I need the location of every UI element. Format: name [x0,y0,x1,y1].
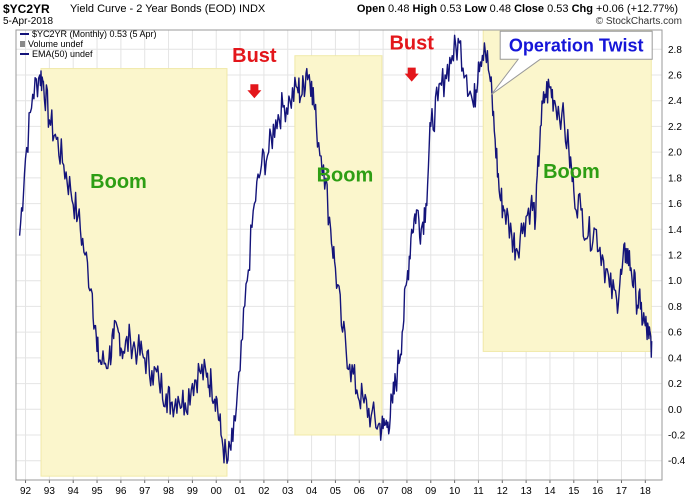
bust-label: Bust [389,32,434,54]
plot-frame [15,29,663,481]
y-tick-label: 1.2 [668,251,682,262]
y-tick-label: 0.6 [668,328,682,339]
legend-volume: Volume undef [20,39,157,49]
x-tick-label: 10 [449,486,461,497]
x-tick-label: 09 [425,486,437,497]
annotations: Boom Boom Boom Bust Bust Operation Twist [90,30,653,193]
x-tick-label: 02 [258,486,270,497]
y-tick-label: 1.6 [668,199,682,210]
x-tick-label: 96 [115,486,127,497]
legend-volume-label: Volume undef [28,39,84,49]
x-tick-label: 13 [521,486,533,497]
boom-label: Boom [90,171,147,193]
low-value: 0.48 [489,3,512,15]
x-tick-label: 12 [497,486,509,497]
close-label: Close [514,3,545,15]
exchange-label: INDX [238,3,266,15]
x-tick-label: 05 [330,486,342,497]
chart-description: Yield Curve - 2 Year Bonds (EOD) INDX [70,3,265,15]
low-label: Low [464,3,487,15]
y-tick-label: 2.6 [668,71,682,82]
legend-price: $YC2YR (Monthly) 0.53 (5 Apr) [20,29,157,39]
y-tick-label: 0.4 [668,353,682,364]
boom-region [40,68,228,477]
high-label: High [412,3,437,15]
chart-legend: $YC2YR (Monthly) 0.53 (5 Apr) Volume und… [20,29,157,59]
chg-value: +0.06 (+12.77%) [596,3,678,15]
x-tick-label: 98 [163,486,175,497]
x-tick-label: 03 [282,486,294,497]
axes: -0.4 -0.2 0.0 0.2 0.4 0.6 0.8 1.0 1.2 1.4 1.6 1.8 2.… [15,29,686,497]
legend-ema-swatch [20,53,29,55]
legend-volume-swatch [20,41,25,47]
y-tick-label: 2.4 [668,96,682,107]
boom-shaded-regions [40,29,652,477]
y-tick-label: 1.4 [668,225,682,236]
x-tick-label: 16 [592,486,604,497]
series-line-yc2yr [18,34,653,464]
y-tick-label: 1.0 [668,276,682,287]
brand-watermark: © StockCharts.com [595,16,682,27]
callout-box [491,30,653,95]
bust-arrow-icon [247,84,262,99]
y-tick-label: 0.2 [668,379,682,390]
y-tick-label: 1.8 [668,173,682,184]
ticker-symbol: $YC2YR [3,2,50,16]
y-tick-label: 0.8 [668,302,682,313]
x-tick-label: 18 [640,486,652,497]
y-tick-label: 2.0 [668,148,682,159]
y-tick-label: 0.0 [668,405,682,416]
x-tick-label: 93 [44,486,56,497]
y-tick-label: 2.2 [668,122,682,133]
boom-label: Boom [543,161,600,183]
x-tick-label: 01 [235,486,247,497]
legend-ema: EMA(50) undef [20,49,157,59]
x-tick-label: 99 [187,486,199,497]
x-tick-label: 15 [568,486,580,497]
open-label: Open [356,3,385,15]
x-tick-label: 97 [139,486,151,497]
y-tick-label: -0.4 [668,456,686,467]
x-tick-label: 14 [544,486,556,497]
open-value: 0.48 [388,3,410,15]
boom-region [482,29,652,352]
description-text: Yield Curve - 2 Year Bonds (EOD) [70,3,236,15]
legend-ema-label: EMA(50) undef [32,49,93,59]
close-value: 0.53 [547,3,569,15]
chg-label: Chg [571,3,593,15]
operation-twist-label: Operation Twist [509,35,644,55]
boom-label: Boom [317,165,374,187]
x-tick-label: 17 [616,486,628,497]
x-tick-label: 11 [473,486,484,497]
legend-price-swatch [20,33,29,35]
bust-label: Bust [232,45,277,67]
y-tick-label: -0.2 [668,431,686,442]
y-tick-label: 2.8 [668,45,682,56]
high-value: 0.53 [440,3,462,15]
boom-region [294,55,383,436]
x-tick-label: 04 [306,486,318,497]
x-tick-label: 95 [91,486,103,497]
bust-arrow-icon [404,67,419,82]
price-stats: Open 0.48 High 0.53 Low 0.48 Close 0.53 … [357,3,678,15]
x-tick-label: 07 [378,486,390,497]
x-tick-label: 06 [354,486,366,497]
chart-date: 5-Apr-2018 [3,16,54,27]
x-tick-label: 08 [401,486,413,497]
x-tick-label: 94 [68,486,80,497]
x-tick-label: 00 [211,486,223,497]
x-tick-label: 92 [20,486,32,497]
legend-price-label: $YC2YR (Monthly) 0.53 (5 Apr) [32,29,157,39]
series-lines [18,34,653,464]
